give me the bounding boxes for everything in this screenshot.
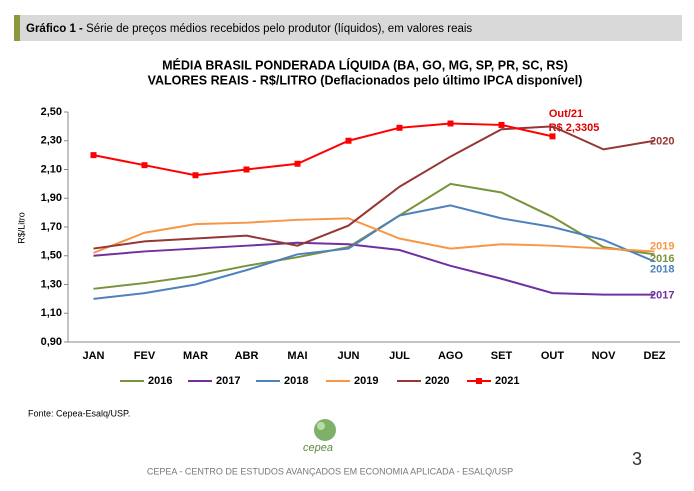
x-tick-label: JUL	[389, 350, 410, 362]
y-tick-label: 1,90	[41, 192, 62, 204]
y-tick-label: 1,70	[41, 221, 62, 233]
x-tick-label: MAR	[183, 350, 208, 362]
series-line	[93, 125, 655, 250]
series-end-label: 2019	[650, 240, 674, 252]
x-tick-label: JUN	[337, 350, 359, 362]
header-text: Gráfico 1 - Série de preços médios receb…	[26, 23, 472, 35]
y-tick-label: 1,10	[41, 307, 62, 319]
x-tick-label: DEZ	[644, 350, 666, 362]
legend-marker	[476, 378, 482, 384]
logo-text: cepea	[303, 442, 333, 454]
y-tick-label: 2,30	[41, 135, 62, 147]
series-line	[93, 241, 655, 296]
x-tick-label: NOV	[592, 350, 617, 362]
header-title: Série de preços médios recebidos pelo pr…	[86, 23, 472, 35]
chart-title: MÉDIA BRASIL PONDERADA LÍQUIDA (BA, GO, …	[162, 57, 568, 72]
y-axis-label: R$/Litro	[16, 212, 26, 244]
x-tick-label: SET	[491, 350, 513, 362]
series-end-label: 2017	[650, 289, 674, 301]
point	[90, 152, 97, 159]
point	[447, 120, 454, 127]
legend-label: 2020	[425, 375, 449, 387]
series-line	[93, 182, 655, 290]
x-tick-label: OUT	[541, 350, 565, 362]
y-tick-label: 0,90	[41, 336, 62, 348]
footer-text: CEPEA - CENTRO DE ESTUDOS AVANÇADOS EM E…	[147, 466, 513, 476]
legend-label: 2021	[495, 375, 519, 387]
header-accent	[14, 15, 20, 41]
point	[243, 166, 250, 173]
logo-highlight	[317, 422, 325, 430]
series-end-label: 2018	[650, 263, 674, 275]
point	[192, 172, 199, 179]
y-tick-label: 1,30	[41, 278, 62, 290]
point	[294, 160, 301, 167]
series-line	[93, 204, 655, 300]
logo-globe	[314, 419, 336, 441]
point	[141, 162, 148, 169]
series-line	[93, 122, 553, 177]
y-tick-label: 1,50	[41, 250, 62, 262]
point	[549, 133, 556, 140]
source: Fonte: Cepea-Esalq/USP.	[28, 408, 130, 418]
x-tick-label: ABR	[235, 350, 259, 362]
page-number: 3	[632, 449, 642, 469]
y-tick-label: 2,50	[41, 106, 62, 118]
annotation: Out/21	[549, 108, 583, 120]
legend-label: 2018	[284, 375, 308, 387]
logo: cepea	[303, 419, 336, 454]
x-tick-label: MAI	[287, 350, 307, 362]
x-tick-label: AGO	[438, 350, 464, 362]
legend-label: 2016	[148, 375, 172, 387]
point	[345, 137, 352, 144]
chart-subtitle: VALORES REAIS - R$/LITRO (Deflacionados …	[148, 73, 583, 87]
x-tick-label: JAN	[82, 350, 104, 362]
point	[498, 121, 505, 128]
series-end-label: 2016	[650, 253, 674, 265]
y-tick-label: 2,10	[41, 163, 62, 175]
series-line	[93, 217, 655, 254]
header-bar	[14, 15, 682, 41]
legend-label: 2017	[216, 375, 240, 387]
point	[396, 124, 403, 131]
header-label: Gráfico 1 -	[26, 23, 83, 35]
series-end-label: 2020	[650, 136, 674, 148]
legend-label: 2019	[354, 375, 378, 387]
x-tick-label: FEV	[134, 350, 156, 362]
